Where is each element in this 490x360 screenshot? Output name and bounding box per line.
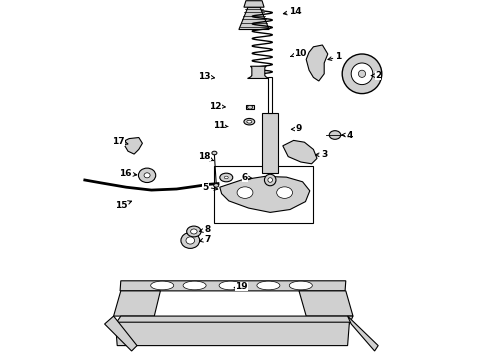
Polygon shape: [299, 291, 353, 316]
Ellipse shape: [342, 54, 382, 94]
Polygon shape: [239, 7, 269, 30]
Ellipse shape: [212, 151, 217, 155]
Text: 11: 11: [213, 122, 228, 130]
Ellipse shape: [247, 120, 252, 123]
Ellipse shape: [219, 281, 242, 290]
Polygon shape: [268, 77, 272, 113]
Text: 12: 12: [209, 102, 225, 111]
Polygon shape: [262, 113, 278, 173]
Polygon shape: [246, 105, 254, 109]
Ellipse shape: [237, 187, 253, 198]
Ellipse shape: [289, 281, 312, 290]
Text: 10: 10: [291, 49, 306, 58]
Text: 2: 2: [371, 71, 381, 80]
Ellipse shape: [183, 281, 206, 290]
Text: 4: 4: [342, 130, 353, 139]
Ellipse shape: [220, 173, 233, 182]
Ellipse shape: [257, 281, 280, 290]
Text: 9: 9: [292, 124, 301, 133]
Text: 1: 1: [328, 52, 342, 61]
Polygon shape: [347, 316, 378, 351]
Polygon shape: [120, 281, 346, 291]
Ellipse shape: [244, 118, 255, 125]
Text: 15: 15: [115, 201, 132, 210]
Ellipse shape: [265, 174, 276, 186]
Text: 7: 7: [199, 235, 210, 244]
Ellipse shape: [277, 187, 293, 198]
Ellipse shape: [187, 226, 201, 237]
Polygon shape: [247, 66, 269, 78]
Ellipse shape: [151, 281, 174, 290]
Text: 19: 19: [234, 282, 248, 291]
Bar: [215, 166, 314, 223]
Text: 6: 6: [242, 173, 252, 182]
Polygon shape: [220, 176, 310, 212]
Ellipse shape: [181, 233, 199, 248]
Ellipse shape: [329, 131, 341, 139]
Text: 16: 16: [119, 169, 137, 178]
Ellipse shape: [191, 229, 197, 234]
Text: 14: 14: [283, 7, 302, 16]
Polygon shape: [306, 45, 328, 81]
Ellipse shape: [139, 168, 156, 183]
Polygon shape: [244, 1, 264, 7]
Polygon shape: [116, 322, 349, 346]
Polygon shape: [104, 316, 137, 351]
Ellipse shape: [224, 176, 228, 179]
Polygon shape: [114, 291, 160, 316]
Ellipse shape: [358, 70, 366, 77]
Text: 13: 13: [198, 72, 215, 81]
Ellipse shape: [144, 173, 150, 178]
Text: 8: 8: [199, 225, 210, 234]
Ellipse shape: [247, 105, 252, 109]
Text: 5: 5: [202, 183, 218, 192]
Text: 3: 3: [316, 150, 327, 159]
Ellipse shape: [214, 184, 219, 187]
Text: 18: 18: [198, 153, 214, 161]
Text: 17: 17: [112, 136, 128, 145]
Ellipse shape: [351, 63, 373, 85]
Ellipse shape: [268, 178, 272, 182]
Ellipse shape: [186, 237, 195, 244]
Polygon shape: [283, 140, 317, 164]
Polygon shape: [116, 316, 353, 324]
Polygon shape: [124, 138, 143, 154]
